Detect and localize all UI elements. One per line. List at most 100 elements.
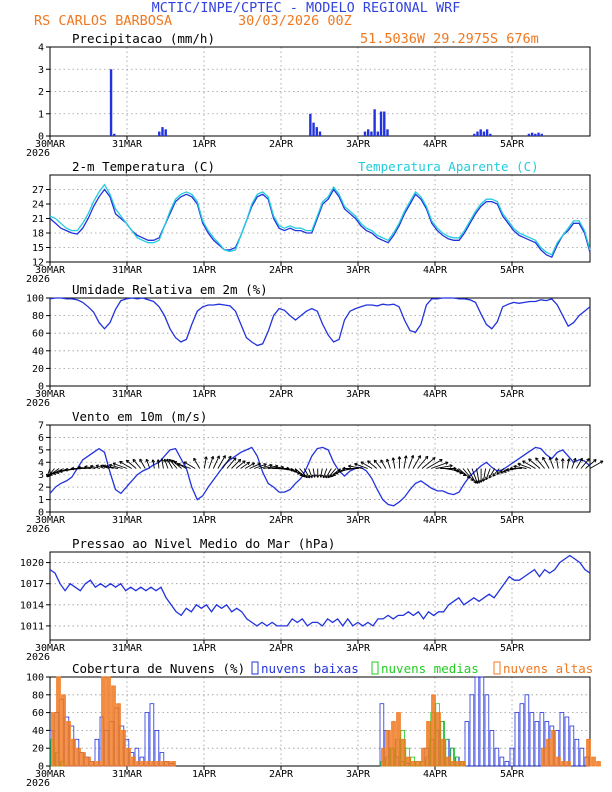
- cloud-bar-orange: [136, 761, 141, 767]
- wind-arrow-head: [205, 456, 208, 460]
- series-line-wind-0: [49, 446, 591, 507]
- wind-arrow: [585, 459, 597, 469]
- wind-arrow: [112, 462, 128, 469]
- wind-arrow: [421, 457, 436, 469]
- wind-arrow-head: [309, 475, 313, 479]
- wind-arrow-head: [77, 465, 81, 468]
- cloud-bar-orange: [61, 694, 66, 767]
- wind-arrow-head: [47, 473, 49, 478]
- y-tick-label: 12: [32, 258, 44, 269]
- x-tick-label: 1APR: [192, 389, 217, 400]
- y-tick-label: 40: [32, 726, 44, 737]
- wind-arrow: [157, 459, 160, 469]
- precip-bar: [309, 113, 312, 136]
- precip-bar: [489, 133, 492, 136]
- cloud-bar-blue: [574, 738, 580, 767]
- panel-temp: 12 15 18 21 24 27 30MAR 31MAR 1APR 2APR 3APR 4APR 5A…: [26, 159, 591, 285]
- y-tick-label: 3: [38, 65, 44, 76]
- wind-arrow-head: [380, 459, 384, 462]
- x-tick-label: 30MAR: [35, 139, 66, 150]
- x-tick-label: 2APR: [269, 769, 294, 780]
- y-tick-label: 4: [38, 43, 44, 54]
- wind-arrow: [164, 458, 169, 469]
- wind-arrow-head: [126, 459, 130, 462]
- wind-arrow: [467, 468, 477, 484]
- panel-clouds: 0 20 40 60 80 100 30MAR 31MAR 1APR 2APR 3APR 4APR 5A…: [26, 661, 601, 789]
- cloud-bar-blue: [489, 730, 495, 767]
- wind-arrow-head: [304, 476, 308, 479]
- wind-arrow: [125, 459, 137, 469]
- wind-arrow-head: [252, 462, 256, 466]
- wind-arrow: [380, 459, 387, 469]
- init-date-label: 30/03/2026 00Z: [238, 13, 352, 29]
- panel-frame: [49, 297, 591, 387]
- cloud-bar-orange: [126, 747, 131, 767]
- y-tick-label: 100: [26, 673, 44, 684]
- wind-arrow: [426, 459, 443, 469]
- wind-arrow: [462, 468, 474, 482]
- x-tick-label: 3APR: [346, 769, 371, 780]
- cloud-bar-orange: [561, 761, 566, 767]
- wind-arrow-head: [161, 458, 164, 462]
- x-tick-label: 3APR: [346, 139, 371, 150]
- cloud-bar-orange: [101, 676, 106, 767]
- wind-arrow: [535, 457, 545, 469]
- x-year-label: 2026: [26, 274, 50, 285]
- wind-arrow: [528, 458, 541, 469]
- wind-arrow: [325, 468, 332, 479]
- wind-arrow: [589, 460, 604, 469]
- cloud-bar-blue: [534, 721, 540, 767]
- wind-arrow-head: [386, 458, 390, 462]
- wind-arrow: [244, 462, 255, 469]
- wind-arrow-head: [171, 459, 175, 462]
- cloud-bar-orange: [411, 761, 416, 767]
- wind-arrow: [119, 461, 132, 469]
- wind-arrow-head: [315, 474, 319, 478]
- series-line-temp-0: [49, 188, 591, 259]
- wind-arrow-head: [139, 458, 143, 461]
- wind-arrow-head: [492, 473, 494, 477]
- cloud-bar-orange: [151, 761, 156, 767]
- x-tick-label: 1APR: [192, 515, 217, 526]
- cloud-bar-blue: [479, 676, 485, 767]
- wind-arrow: [513, 465, 527, 469]
- wind-arrow: [417, 455, 429, 469]
- cloud-bar-orange: [396, 712, 401, 767]
- wind-arrow-head: [528, 458, 532, 460]
- wind-arrow-head: [146, 458, 149, 462]
- wind-arrow-head: [152, 459, 156, 463]
- cloud-bar-blue: [464, 721, 470, 767]
- x-tick-label: 4APR: [423, 265, 448, 276]
- wind-arrow-head: [392, 457, 396, 461]
- wind-arrow-head: [535, 457, 539, 460]
- series-line-press-0: [49, 554, 591, 628]
- x-tick-label: 31MAR: [112, 139, 143, 150]
- y-tick-label: 0: [38, 762, 44, 773]
- wind-arrow-head: [555, 457, 559, 461]
- wind-arrow-head: [562, 458, 565, 462]
- cloud-bar-orange: [381, 747, 386, 767]
- wind-arrow: [320, 468, 323, 478]
- x-tick-label: 4APR: [423, 515, 448, 526]
- wind-arrow-head: [164, 458, 168, 462]
- precip-bar: [367, 129, 370, 136]
- precip-bar: [386, 129, 389, 136]
- wind-arrow-head: [312, 474, 316, 478]
- y-tick-label: 20: [32, 744, 44, 755]
- cloud-bar-orange: [171, 761, 176, 767]
- x-tick-label: 3APR: [346, 515, 371, 526]
- wind-arrow: [360, 461, 373, 469]
- wind-arrow-head: [568, 458, 571, 462]
- cloud-bar-orange: [56, 676, 61, 767]
- wind-arrow: [90, 465, 101, 469]
- wind-arrow-head: [594, 459, 597, 463]
- wind-arrow: [492, 468, 500, 477]
- wind-arrow-head: [473, 481, 477, 484]
- wind-arrow-head: [337, 469, 341, 472]
- wind-arrow: [240, 461, 250, 469]
- wind-arrow-head: [426, 456, 429, 460]
- cloud-bar-orange: [91, 761, 96, 767]
- wind-arrow: [476, 468, 480, 484]
- cloud-bar-orange: [441, 738, 446, 767]
- wind-arrow: [403, 455, 407, 469]
